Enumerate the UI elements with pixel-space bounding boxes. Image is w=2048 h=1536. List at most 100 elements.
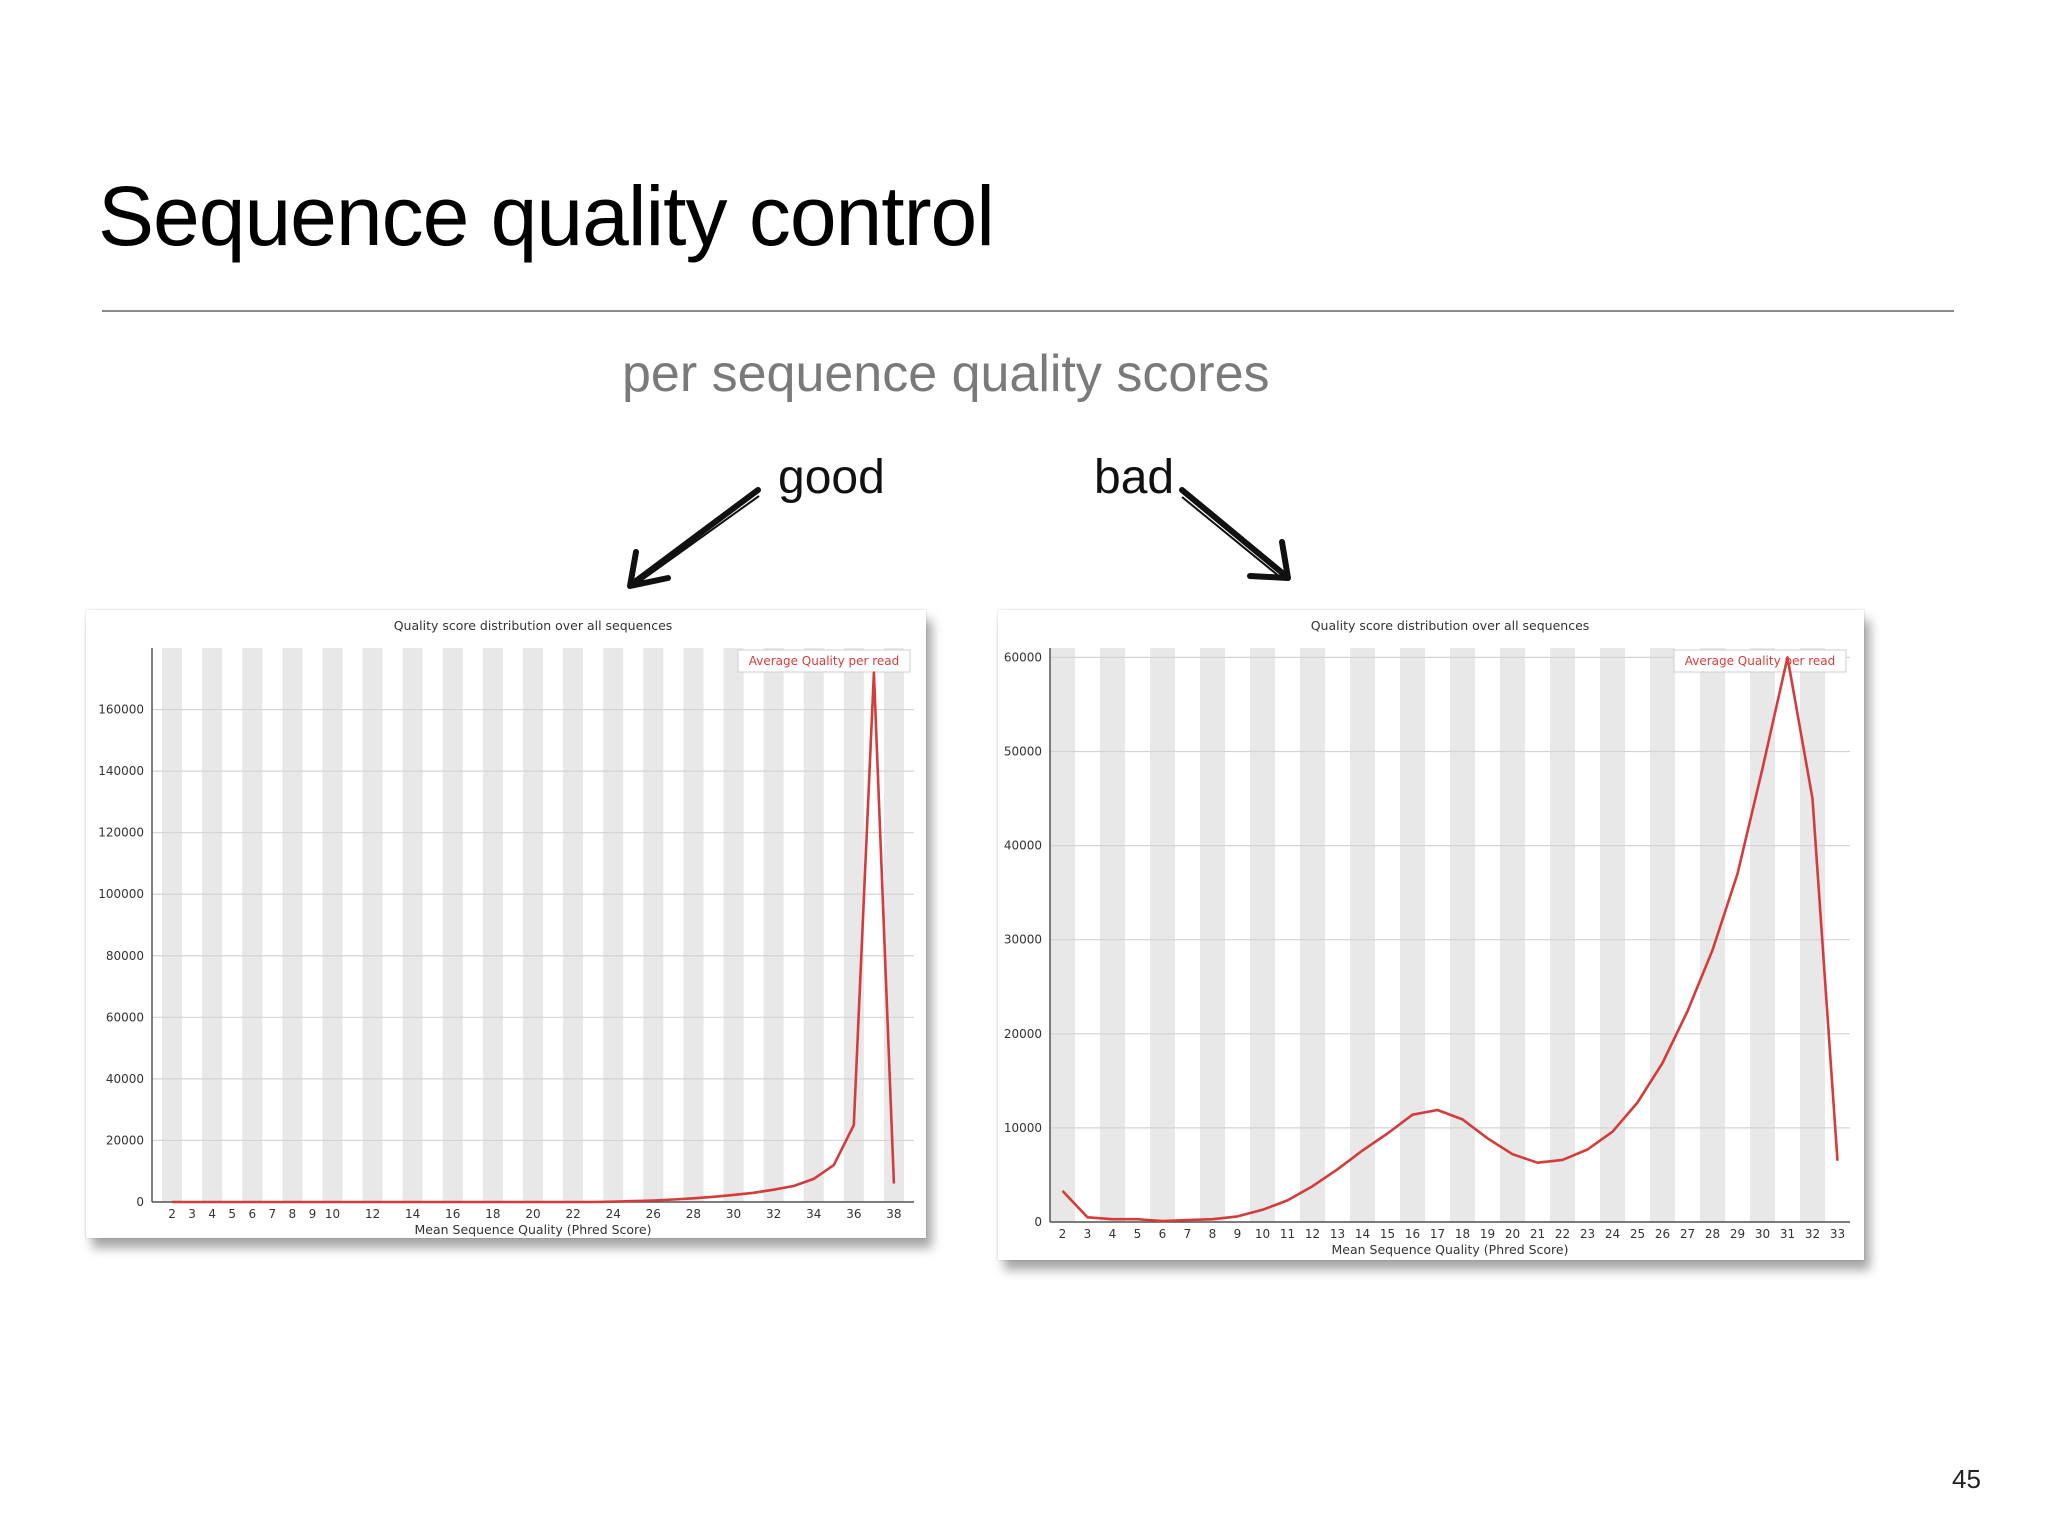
stripe-band xyxy=(1300,648,1325,1222)
legend-label: Average Quality per read xyxy=(1685,654,1836,668)
stripe-band xyxy=(362,648,383,1202)
y-tick-label: 100000 xyxy=(98,887,144,901)
page-number: 45 xyxy=(1952,1464,1981,1494)
x-tick-label: 6 xyxy=(1159,1227,1167,1241)
x-tick-label: 17 xyxy=(1430,1227,1445,1241)
y-tick-label: 40000 xyxy=(1004,839,1042,853)
stripe-band xyxy=(723,648,744,1202)
x-tick-label: 31 xyxy=(1780,1227,1795,1241)
slide-title: Sequence quality control xyxy=(98,169,995,263)
y-tick-label: 0 xyxy=(136,1195,144,1209)
stripe-band xyxy=(202,648,223,1202)
x-tick-label: 9 xyxy=(309,1207,317,1221)
bad-label: bad xyxy=(1094,451,1175,504)
stripe-band xyxy=(482,648,503,1202)
stripe-band xyxy=(763,648,784,1202)
stripe-band xyxy=(803,648,824,1202)
stripe-band xyxy=(1500,648,1525,1222)
x-tick-label: 16 xyxy=(1405,1227,1420,1241)
stripe-band xyxy=(282,648,303,1202)
y-tick-label: 60000 xyxy=(1004,650,1042,664)
x-tick-label: 4 xyxy=(1109,1227,1117,1241)
x-axis-label: Mean Sequence Quality (Phred Score) xyxy=(415,1222,652,1237)
stripe-band xyxy=(1550,648,1575,1222)
x-tick-label: 26 xyxy=(646,1207,661,1221)
legend-box xyxy=(737,649,911,673)
stripe-band xyxy=(883,648,904,1202)
stripe-band xyxy=(1700,648,1725,1222)
arrow-bad-icon xyxy=(1179,487,1291,581)
stripe-band xyxy=(522,648,544,1202)
y-tick-label: 60000 xyxy=(106,1010,144,1024)
y-tick-label: 30000 xyxy=(1004,933,1042,947)
x-tick-label: 22 xyxy=(1555,1227,1570,1241)
stripe-band xyxy=(603,648,624,1202)
x-tick-label: 28 xyxy=(686,1207,701,1221)
good-label: good xyxy=(778,451,885,504)
x-tick-label: 12 xyxy=(1305,1227,1320,1241)
x-tick-label: 10 xyxy=(325,1207,340,1221)
x-tick-label: 24 xyxy=(606,1207,621,1221)
stripe-band xyxy=(1650,648,1675,1222)
x-tick-label: 32 xyxy=(1805,1227,1820,1241)
stripe-band xyxy=(1200,648,1225,1222)
stripe-band xyxy=(442,648,463,1202)
y-tick-label: 20000 xyxy=(106,1133,144,1147)
x-tick-label: 3 xyxy=(1084,1227,1092,1241)
x-tick-label: 22 xyxy=(565,1207,580,1221)
y-tick-label: 40000 xyxy=(106,1072,144,1086)
y-tick-label: 50000 xyxy=(1004,745,1042,759)
x-tick-label: 20 xyxy=(525,1207,540,1221)
stripe-band xyxy=(563,648,584,1202)
slide-subtitle: per sequence quality scores xyxy=(622,345,1270,403)
x-tick-label: 20 xyxy=(1505,1227,1520,1241)
stripe-band xyxy=(1050,648,1075,1222)
x-tick-label: 30 xyxy=(726,1207,741,1221)
y-tick-label: 10000 xyxy=(1004,1121,1042,1135)
legend-box xyxy=(1673,649,1847,673)
chart-title: Quality score distribution over all sequ… xyxy=(1311,618,1590,633)
stripe-band xyxy=(1600,648,1625,1222)
chart-good-card: 0 20000 40000 60000 80000 100000 120000 140000 1… xyxy=(86,610,926,1238)
x-tick-label: 24 xyxy=(1605,1227,1620,1241)
x-tick-label: 21 xyxy=(1530,1227,1545,1241)
x-tick-label: 7 xyxy=(268,1207,276,1221)
x-tick-label: 10 xyxy=(1255,1227,1270,1241)
stripe-band xyxy=(322,648,343,1202)
stripe-band xyxy=(1150,648,1175,1222)
x-tick-label: 38 xyxy=(886,1207,901,1221)
y-tick-label: 20000 xyxy=(1004,1027,1042,1041)
x-tick-label: 27 xyxy=(1680,1227,1695,1241)
series-line xyxy=(1061,656,1839,1223)
chart-good: 0 20000 40000 60000 80000 100000 120000 140000 1… xyxy=(98,618,914,1237)
x-tick-label: 14 xyxy=(405,1207,420,1221)
x-tick-label: 2 xyxy=(168,1207,176,1221)
x-tick-label: 14 xyxy=(1355,1227,1370,1241)
stripe-band xyxy=(1400,648,1425,1222)
x-tick-label: 19 xyxy=(1480,1227,1495,1241)
x-tick-label: 32 xyxy=(766,1207,781,1221)
x-tick-label: 4 xyxy=(208,1207,216,1221)
x-tick-label: 34 xyxy=(806,1207,821,1221)
stripe-band xyxy=(1100,648,1125,1222)
chart-title: Quality score distribution over all sequ… xyxy=(394,618,673,633)
x-tick-label: 15 xyxy=(1380,1227,1395,1241)
x-tick-label: 5 xyxy=(1134,1227,1142,1241)
stripe-band xyxy=(402,648,423,1202)
x-tick-label: 6 xyxy=(248,1207,256,1221)
legend-label: Average Quality per read xyxy=(749,654,900,668)
stripe-band xyxy=(843,648,864,1202)
x-tick-label: 26 xyxy=(1655,1227,1670,1241)
x-tick-label: 11 xyxy=(1280,1227,1295,1241)
chart-bad-card: 0 10000 20000 30000 40000 50000 60000 2 3 4 5 6 7 8 9 1… xyxy=(998,610,1864,1260)
y-tick-label: 140000 xyxy=(98,764,144,778)
x-tick-label: 18 xyxy=(1455,1227,1470,1241)
stripe-band xyxy=(162,648,183,1202)
title-divider xyxy=(102,310,1954,312)
x-tick-label: 7 xyxy=(1184,1227,1192,1241)
stripe-band xyxy=(1750,648,1775,1222)
x-tick-label: 9 xyxy=(1234,1227,1242,1241)
stripe-band xyxy=(242,648,263,1202)
x-tick-label: 28 xyxy=(1705,1227,1720,1241)
